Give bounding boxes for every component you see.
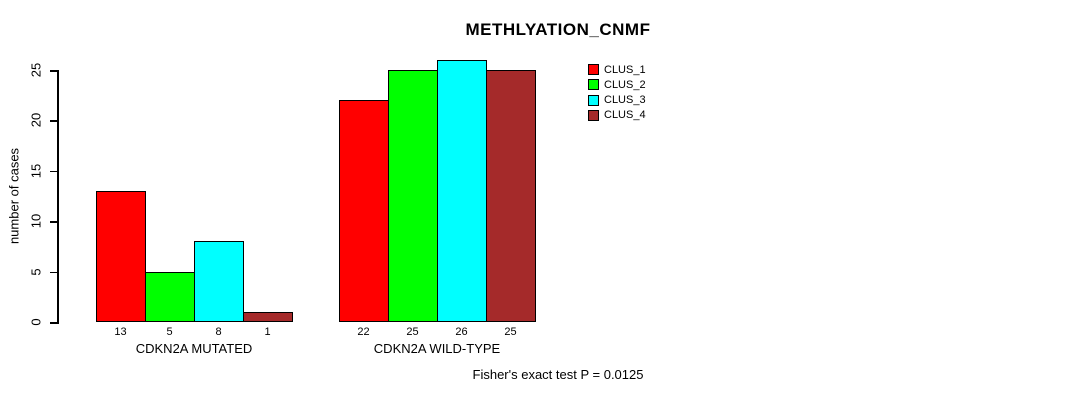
bar-clus_1-group2 bbox=[339, 100, 389, 322]
y-axis-tick bbox=[50, 322, 57, 324]
annotation-text: Fisher's exact test P = 0.0125 bbox=[472, 367, 644, 382]
legend-item: CLUS_4 bbox=[588, 109, 646, 122]
legend-swatch-clus_2 bbox=[588, 79, 599, 91]
chart-title: METHLYATION_CNMF bbox=[465, 20, 651, 39]
bar-value-label: 26 bbox=[455, 326, 468, 338]
bar-clus_3-group1 bbox=[194, 241, 244, 322]
x-group-label: CDKN2A WILD-TYPE bbox=[373, 341, 501, 356]
bar-clus_4-group1 bbox=[243, 312, 293, 322]
legend-item: CLUS_1 bbox=[588, 63, 646, 76]
legend-item: CLUS_2 bbox=[588, 78, 646, 91]
bar-value-label: 13 bbox=[114, 326, 127, 338]
legend-label: CLUS_1 bbox=[604, 63, 646, 76]
y-axis-tick bbox=[50, 120, 57, 122]
y-axis-tick-label: 0 bbox=[28, 318, 44, 326]
bar-value-label: 22 bbox=[357, 326, 370, 338]
y-axis-tick-label: 5 bbox=[28, 267, 44, 276]
bar-value-label: 1 bbox=[264, 326, 271, 338]
bar-clus_2-group1 bbox=[145, 272, 195, 322]
y-axis-tick bbox=[50, 170, 57, 173]
y-axis-tick-label: 15 bbox=[28, 163, 44, 179]
legend-label: CLUS_3 bbox=[604, 94, 646, 107]
bar-clus_4-group2 bbox=[486, 70, 536, 322]
bar-value-label: 5 bbox=[166, 326, 173, 338]
bar-value-label: 25 bbox=[406, 326, 419, 338]
y-axis-tick bbox=[50, 70, 57, 72]
legend-item: CLUS_3 bbox=[588, 94, 646, 107]
y-axis-tick-label: 10 bbox=[28, 213, 44, 229]
y-axis-tick-label: 25 bbox=[28, 62, 44, 78]
bar-clus_3-group2 bbox=[437, 60, 487, 322]
legend: CLUS_1 CLUS_2 CLUS_3 CLUS_4 bbox=[588, 64, 646, 125]
legend-label: CLUS_2 bbox=[604, 78, 646, 91]
x-group-label: CDKN2A MUTATED bbox=[135, 341, 253, 356]
y-axis-tick-label: 20 bbox=[28, 113, 44, 128]
bar-clus_2-group2 bbox=[388, 70, 438, 322]
legend-swatch-clus_4 bbox=[588, 109, 599, 121]
y-axis-tick bbox=[50, 221, 57, 223]
y-axis-tick bbox=[50, 271, 57, 274]
bar-value-label: 8 bbox=[215, 326, 222, 338]
legend-label: CLUS_4 bbox=[604, 109, 646, 122]
legend-swatch-clus_3 bbox=[588, 94, 599, 106]
y-axis-line bbox=[57, 70, 59, 324]
bar-value-label: 25 bbox=[504, 326, 517, 338]
legend-swatch-clus_1 bbox=[588, 64, 599, 75]
bar-clus_1-group1 bbox=[96, 191, 146, 322]
